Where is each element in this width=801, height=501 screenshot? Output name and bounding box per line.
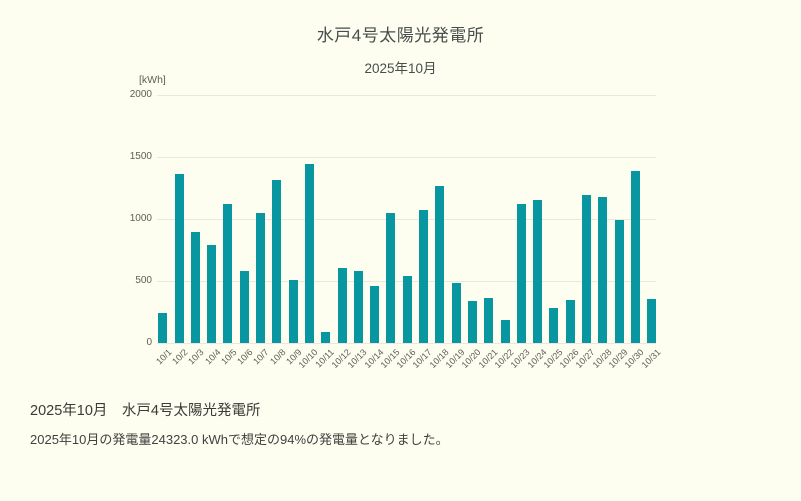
gridline-1000 <box>157 219 656 220</box>
bar-10/1[interactable] <box>158 312 168 343</box>
bar-10/9[interactable] <box>288 280 298 343</box>
bar-10/19[interactable] <box>451 283 461 343</box>
bar-10/31[interactable] <box>647 298 657 343</box>
y-tick-label-2000: 2000 <box>129 89 152 100</box>
x-tick-label: 10/1 <box>153 347 174 367</box>
y-tick-label-500: 500 <box>135 275 152 286</box>
gridline-2000 <box>157 95 656 96</box>
bar-10/17[interactable] <box>419 210 428 343</box>
bar-10/8[interactable] <box>272 179 282 343</box>
bar-10/16[interactable] <box>402 276 412 343</box>
bar-10/24[interactable] <box>533 200 543 343</box>
bar-10/15[interactable] <box>386 213 396 343</box>
bar-10/7[interactable] <box>256 213 265 343</box>
chart-title: 水戸4号太陽光発電所 <box>316 26 485 45</box>
bar-10/27[interactable] <box>582 194 591 343</box>
bar-10/28[interactable] <box>598 196 608 343</box>
chart-subtitle: 2025年10月 <box>364 61 437 76</box>
bar-10/13[interactable] <box>353 270 363 343</box>
bar-10/11[interactable] <box>321 331 331 343</box>
bar-10/29[interactable] <box>614 220 624 343</box>
x-tick-label: 10/2 <box>170 347 190 367</box>
x-tick-label: 10/5 <box>218 347 239 367</box>
y-tick-label-1000: 1000 <box>129 213 152 224</box>
bar-10/22[interactable] <box>500 320 510 343</box>
y-axis-unit-label: [kWh] <box>139 74 166 86</box>
bar-10/26[interactable] <box>565 300 575 343</box>
bar-10/2[interactable] <box>174 174 184 343</box>
y-tick-label-0: 0 <box>146 337 152 348</box>
bar-10/20[interactable] <box>467 301 477 343</box>
footer-description: 2025年10月の発電量24323.0 kWhで想定の94%の発電量となりました… <box>30 432 449 447</box>
gridline-0 <box>157 343 656 344</box>
x-tick-label: 10/8 <box>267 347 288 367</box>
bar-10/6[interactable] <box>239 271 249 343</box>
y-tick-label-1500: 1500 <box>129 151 152 162</box>
bar-10/21[interactable] <box>484 297 494 343</box>
bar-10/5[interactable] <box>223 203 233 343</box>
footer-heading: 2025年10月 水戸4号太陽光発電所 <box>30 403 261 419</box>
bar-10/14[interactable] <box>370 285 380 343</box>
x-tick-label: 10/7 <box>251 347 272 367</box>
x-tick-label: 10/3 <box>186 347 206 367</box>
bar-10/23[interactable] <box>516 203 526 343</box>
bar-10/3[interactable] <box>190 232 200 343</box>
bar-10/25[interactable] <box>549 308 559 343</box>
bar-10/10[interactable] <box>304 164 314 343</box>
bar-10/12[interactable] <box>337 267 347 343</box>
bar-10/18[interactable] <box>435 186 445 343</box>
bar-10/4[interactable] <box>207 245 217 343</box>
gridline-1500 <box>157 157 656 158</box>
bar-10/30[interactable] <box>630 171 640 343</box>
x-tick-label: 10/4 <box>202 347 223 367</box>
